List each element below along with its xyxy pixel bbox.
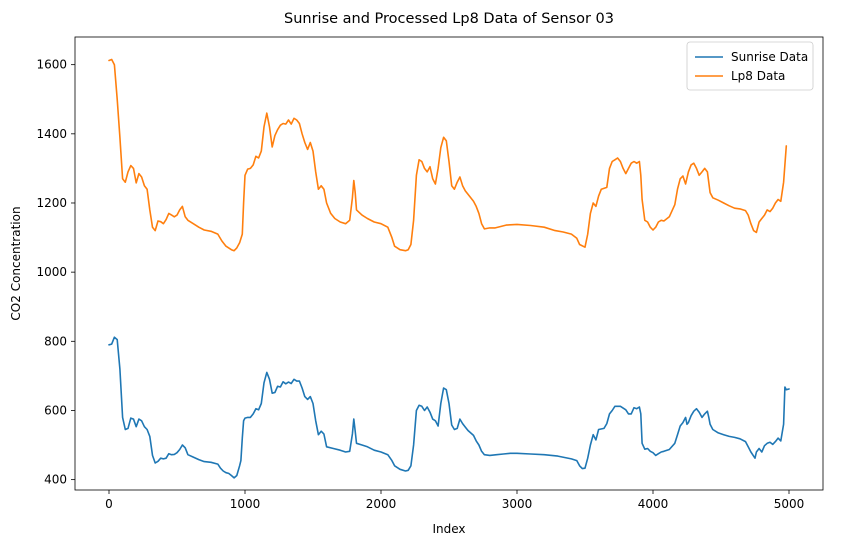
y-axis-label: CO2 Concentration [9, 206, 23, 320]
y-tick-label: 1600 [36, 58, 67, 72]
legend-entry: Lp8 Data [731, 69, 785, 83]
y-tick-label: 400 [44, 473, 67, 487]
x-tick-label: 3000 [502, 497, 533, 511]
legend: Sunrise Data Lp8 Data [686, 41, 814, 91]
chart-title: Sunrise and Processed Lp8 Data of Sensor… [284, 11, 614, 27]
plot-area: 0 1000 2000 3000 4000 5000 400 600 800 1000 1200 1… [36, 36, 824, 511]
x-tick-label: 0 [105, 497, 113, 511]
x-axis-ticks: 0 1000 2000 3000 4000 5000 [105, 490, 804, 511]
y-tick-label: 1000 [36, 265, 67, 279]
legend-box [686, 41, 814, 91]
series-layer [108, 58, 790, 479]
x-tick-label: 1000 [230, 497, 261, 511]
series-line-1 [108, 336, 790, 479]
axes-frame [74, 36, 824, 491]
y-tick-label: 1200 [36, 196, 67, 210]
y-tick-label: 800 [44, 334, 67, 348]
y-tick-label: 1400 [36, 127, 67, 141]
x-tick-label: 4000 [638, 497, 669, 511]
x-tick-label: 5000 [774, 497, 805, 511]
x-tick-label: 2000 [366, 497, 397, 511]
y-tick-label: 600 [44, 403, 67, 417]
x-axis-label: Index [432, 522, 465, 536]
legend-entry: Sunrise Data [731, 50, 808, 64]
series-line-2 [108, 58, 788, 252]
y-axis-ticks: 400 600 800 1000 1200 1400 1600 [36, 58, 75, 487]
